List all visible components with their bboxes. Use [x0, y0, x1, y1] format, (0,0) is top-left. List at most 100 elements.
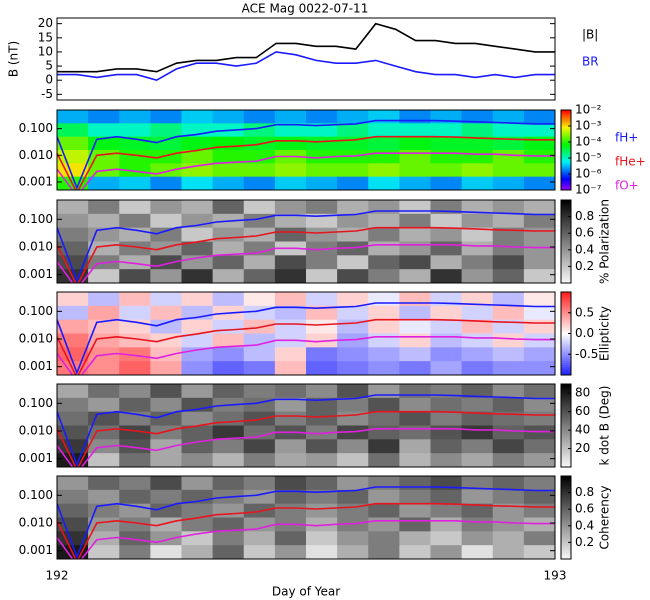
colorbar-swatch: [561, 174, 571, 177]
heatmap-cell: [306, 136, 338, 151]
heatmap-cell: [399, 489, 431, 505]
colorbar-swatch: [561, 515, 571, 518]
colorbar-swatch: [561, 216, 571, 220]
heatmap-cell: [181, 545, 214, 559]
heatmap-cell: [399, 241, 431, 256]
heatmap-cell: [150, 476, 182, 491]
colorbar-swatch: [561, 527, 571, 531]
colorbar-swatch: [561, 208, 571, 211]
heatmap-cell: [212, 269, 245, 283]
heatmap-cell: [461, 439, 494, 454]
heatmap-cell: [212, 425, 245, 440]
colorbar-swatch: [561, 184, 571, 187]
heatmap-cell: [274, 110, 307, 124]
heatmap-cell: [337, 241, 369, 256]
colorbar-swatch: [561, 431, 571, 435]
heatmap-cell: [337, 384, 369, 399]
colorbar-swatch: [561, 502, 571, 506]
colorbar-swatch: [561, 480, 571, 483]
colorbar-swatch: [561, 260, 571, 263]
heatmap-cell: [492, 439, 525, 454]
heatmap-cell: [150, 163, 182, 178]
colorbar-tick-label: 0.8: [575, 209, 594, 223]
heatmap-cell: [399, 545, 431, 559]
heatmap-cell: [306, 227, 338, 242]
heatmap-cell: [306, 269, 338, 283]
colorbar-swatch: [561, 268, 571, 272]
colorbar-swatch: [561, 312, 571, 316]
heatmap-cell: [150, 439, 182, 454]
heatmap-cell: [150, 319, 182, 334]
colorbar-swatch: [561, 333, 571, 337]
heatmap-cell: [119, 305, 151, 321]
colorbar-swatch: [561, 308, 571, 312]
heatmap-cell: [337, 333, 369, 348]
heatmap-cell: [119, 292, 151, 307]
colorbar-swatch: [561, 126, 571, 129]
colorbar-swatch: [561, 144, 571, 147]
y-tick-label: 0.001: [19, 543, 53, 557]
heatmap-cell: [57, 241, 89, 256]
heatmap-cell: [88, 361, 120, 375]
heatmap-cell: [368, 227, 400, 242]
colorbar-swatch: [561, 247, 571, 251]
heatmap-cell: [119, 425, 151, 440]
x-tick-label: 192: [46, 569, 69, 583]
colorbar-swatch: [561, 316, 571, 320]
colorbar-swatch: [561, 182, 571, 185]
colorbar-swatch: [561, 122, 571, 125]
heatmap-cell: [492, 453, 525, 467]
heatmap-cell: [523, 241, 555, 256]
heatmap-cell: [337, 176, 369, 190]
heatmap-cell: [523, 150, 555, 164]
colorbar-swatch: [561, 521, 571, 525]
heatmap-cell: [150, 269, 182, 283]
colorbar-swatch: [561, 536, 571, 539]
series-line: [57, 22, 555, 73]
heatmap-cell: [461, 176, 494, 190]
heatmap-cell: [337, 255, 369, 270]
heatmap-cell: [368, 397, 400, 413]
heatmap-cell: [337, 213, 369, 229]
heatmap-cell: [368, 176, 400, 190]
heatmap-cell: [306, 123, 338, 138]
heatmap-cell: [461, 305, 494, 321]
heatmap-cell: [461, 123, 494, 138]
heatmap-cell: [523, 347, 555, 362]
heatmap-cell: [181, 319, 214, 334]
colorbar-swatch: [561, 258, 571, 261]
colorbar-swatch: [561, 554, 571, 558]
colorbar-swatch: [561, 329, 571, 332]
heatmap-cell: [57, 163, 89, 178]
colorbar-swatch: [561, 550, 571, 554]
y-tick-label: 0.010: [19, 424, 53, 438]
heatmap-cell: [430, 439, 463, 454]
y-tick-label: 0.001: [19, 451, 53, 465]
heatmap-cell: [523, 110, 555, 124]
heatmap-cell: [150, 517, 182, 532]
heatmap-cell: [399, 384, 431, 399]
heatmap-cell: [306, 176, 338, 190]
heatmap-cell: [119, 361, 151, 375]
series-line: [57, 318, 555, 375]
heatmap-cell: [57, 136, 89, 151]
colorbar-swatch: [561, 505, 571, 508]
heatmap-cell: [399, 425, 431, 440]
heatmap-cell: [337, 517, 369, 532]
heatmap-cell: [306, 439, 338, 454]
heatmap-cell: [306, 397, 338, 413]
heatmap-cell: [274, 384, 307, 399]
y-tick-label: 0.010: [19, 332, 53, 346]
heatmap-cell: [492, 489, 525, 505]
legend-label: fO+: [615, 179, 639, 193]
colorbar-swatch: [561, 280, 571, 284]
y-tick-label: 20: [38, 16, 53, 30]
heatmap-cell: [399, 200, 431, 215]
heatmap-cell: [119, 163, 151, 178]
colorbar-swatch: [561, 460, 571, 464]
colorbar-tick-label: 0.2: [575, 535, 594, 549]
y-tick-label: 0.100: [19, 212, 53, 226]
colorbar-swatch: [561, 170, 571, 173]
heatmap-cell: [492, 292, 525, 307]
series-line: [57, 394, 555, 467]
